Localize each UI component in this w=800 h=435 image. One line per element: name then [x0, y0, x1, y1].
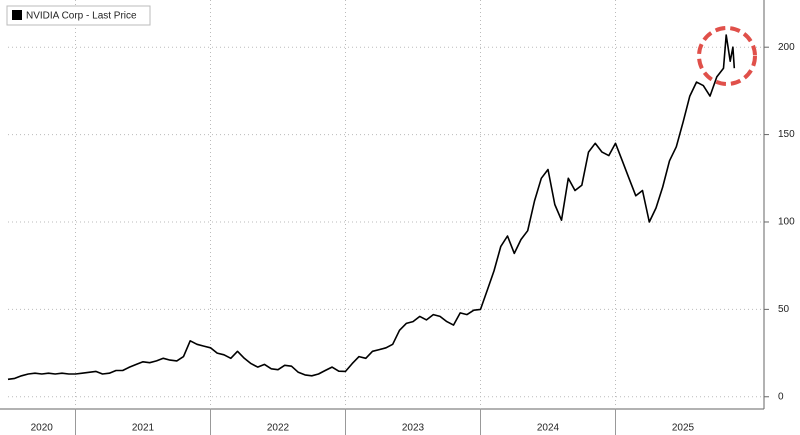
x-tick-label: 2022 — [267, 423, 290, 434]
highlight-circle — [697, 26, 757, 86]
legend-swatch — [12, 10, 22, 20]
x-tick-label: 2024 — [537, 423, 560, 434]
y-tick-label: 200 — [778, 42, 795, 53]
legend-box — [6, 5, 151, 26]
y-tick-label: 150 — [778, 129, 795, 140]
x-tick-label: 2025 — [672, 423, 695, 434]
y-tick-label: 0 — [778, 391, 784, 402]
y-tick-label: 50 — [778, 304, 790, 315]
legend: NVIDIA Corp - Last Price — [6, 5, 151, 26]
x-tick-label: 2021 — [132, 423, 155, 434]
legend-label: NVIDIA Corp - Last Price — [26, 11, 137, 22]
y-tick-label: 100 — [778, 217, 795, 228]
x-tick-label: 2020 — [31, 423, 54, 434]
x-tick-label: 2023 — [402, 423, 425, 434]
price-line — [7, 34, 736, 381]
